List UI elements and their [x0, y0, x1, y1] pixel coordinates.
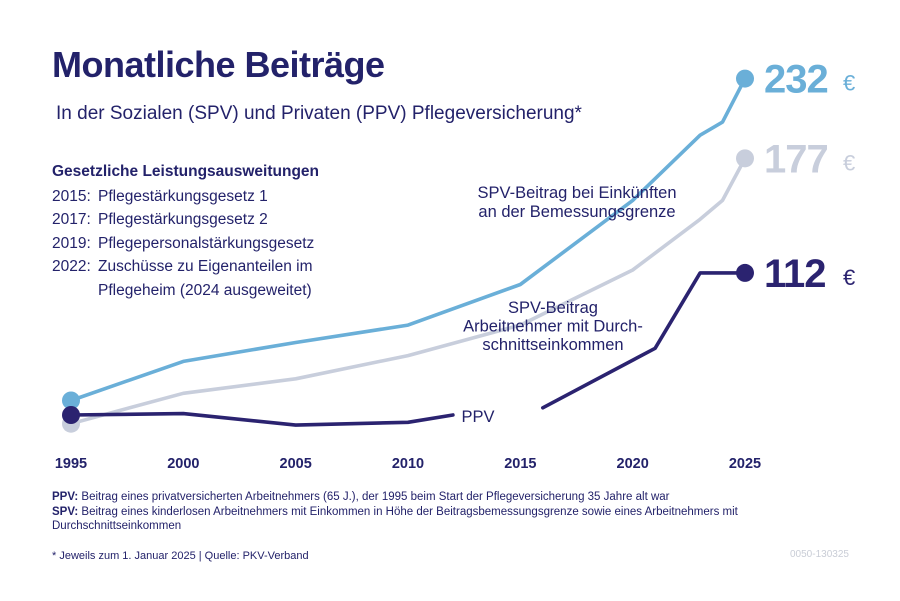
x-tick-label: 2000 [167, 456, 199, 472]
extension-text: Pflegestärkungsgesetz 1 [98, 187, 268, 205]
extension-text: Pflegestärkungsgesetz 2 [98, 211, 268, 228]
end-value-label: 232 [764, 58, 828, 102]
series-line [69, 271, 747, 427]
footnote-ppv: PPV: Beitrag eines privatversicherten Ar… [52, 490, 852, 504]
footnote-source: * Jeweils zum 1. Januar 2025 | Quelle: P… [52, 550, 309, 562]
extension-text: Pflegepersonalstärkungsgesetz [98, 234, 315, 252]
x-tick-label: 2020 [617, 456, 649, 472]
series-start-marker [62, 391, 80, 410]
x-tick-label: 2010 [392, 456, 424, 472]
footnote-spv-text: Beitrag eines kinderlosen Arbeitnehmers … [52, 506, 738, 532]
extension-year: 2017: [52, 211, 91, 228]
end-value-unit: € [843, 150, 855, 175]
series-line [69, 156, 747, 426]
footnote-ppv-text: Beitrag eines privatversicherten Arbeitn… [78, 491, 670, 503]
x-axis-tick-labels: 1995 2000 2005 2010 2015 2020 2025 [55, 456, 761, 472]
footnote-spv-label: SPV: [52, 506, 79, 518]
series-end-marker [736, 263, 754, 282]
extensions-heading: Gesetzliche Leistungsausweitungen [52, 163, 320, 180]
series-markers [62, 69, 754, 433]
series-label: SPV-Beitrag [508, 299, 598, 317]
series-lines [69, 76, 747, 427]
footnote-ppv-label: PPV: [52, 491, 79, 503]
footnote-spv: SPV: Beitrag eines kinderlosen Arbeitneh… [52, 505, 852, 533]
end-value-unit: € [843, 265, 855, 290]
end-value-labels: 232 €177 €112 € [764, 58, 855, 296]
extension-item: 2015: Pflegestärkungsgesetz 1 [52, 185, 358, 209]
page-title: Monatliche Beiträge [52, 44, 385, 85]
x-tick-label: 2015 [504, 456, 536, 472]
series-end-marker [736, 149, 754, 168]
series-label: schnittseinkommen [482, 336, 623, 354]
series-start-marker [62, 406, 80, 424]
series-line [69, 76, 747, 403]
series-label: Arbeitnehmer mit Durch- [463, 318, 643, 336]
series-label: SPV-Beitrag bei Einkünften [477, 184, 676, 202]
page-subtitle: In der Sozialen (SPV) und Privaten (PPV)… [56, 103, 582, 124]
extension-item: 2019: Pflegepersonalstärkungsgesetz [52, 232, 358, 256]
series-label: PPV [461, 408, 494, 426]
end-value-unit: € [843, 71, 855, 96]
end-value-label: 177 [764, 137, 828, 181]
document-code: 0050-130325 [790, 549, 849, 560]
extension-text: Zuschüsse zu Eigenanteilen im Pflegeheim… [98, 258, 313, 299]
extension-year: 2015: [52, 187, 91, 205]
extension-item: 2017: Pflegestärkungsgesetz 2 [52, 208, 358, 232]
x-tick-label: 2005 [280, 456, 312, 472]
x-tick-label: 2025 [729, 456, 761, 472]
series-label: an der Bemessungsgrenze [478, 203, 675, 221]
extension-item: 2022: Zuschüsse zu Eigenanteilen im Pfle… [52, 255, 358, 302]
x-tick-label: 1995 [55, 456, 87, 472]
extension-year: 2019: [52, 234, 91, 252]
extension-year: 2022: [52, 258, 91, 275]
end-value-label: 112 [764, 252, 826, 296]
series-end-marker [736, 69, 754, 88]
extensions-list: Gesetzliche Leistungsausweitungen 2015: … [52, 160, 358, 302]
